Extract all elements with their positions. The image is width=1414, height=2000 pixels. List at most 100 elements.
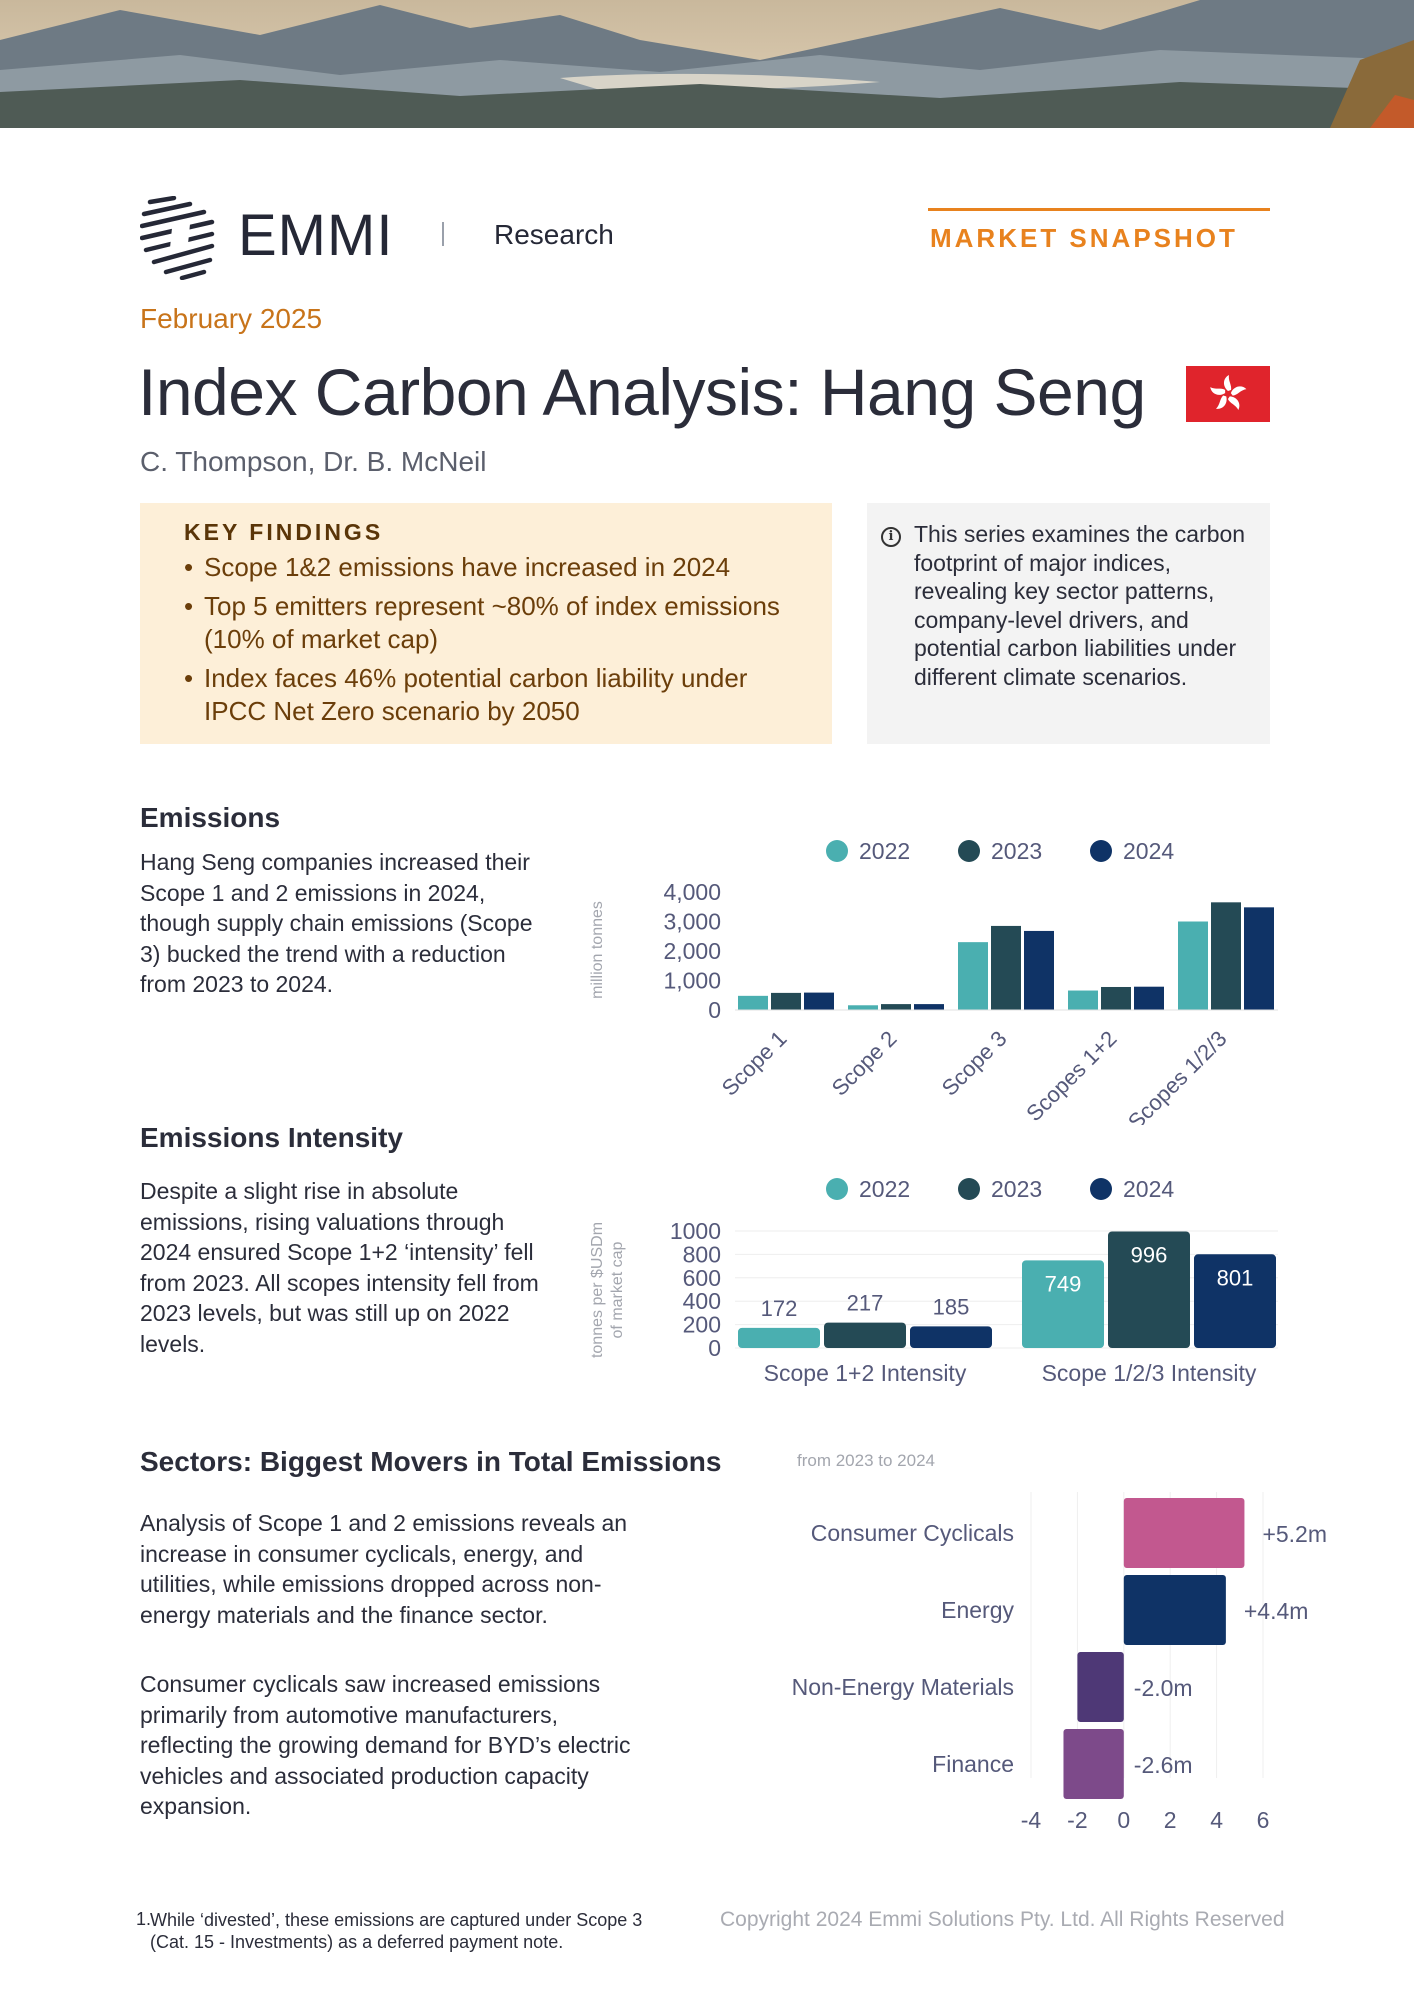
x-tick-label: 0 — [1117, 1807, 1130, 1833]
legend-label-2022: 2022 — [859, 838, 910, 864]
data-label: 172 — [761, 1296, 798, 1321]
section-label: Research — [494, 219, 614, 250]
key-finding-item: Top 5 emitters represent ~80% of index e… — [184, 590, 814, 656]
bar-scope123-intensity-2024 — [1194, 1254, 1276, 1348]
legend-swatch-2022 — [826, 1178, 848, 1200]
sectors-heading: Sectors: Biggest Movers in Total Emissio… — [140, 1446, 722, 1477]
y-tick-label: 600 — [683, 1265, 721, 1291]
info-icon: i — [881, 527, 901, 547]
data-label: +5.2m — [1262, 1521, 1327, 1547]
bar-consumer-cyclicals — [1123, 1498, 1245, 1568]
bar-scope-1-2024 — [804, 992, 834, 1010]
intensity-y-axis-label: tonnes per $USDm — [589, 1222, 606, 1358]
bar-scopes-1-2-2024 — [1134, 986, 1164, 1010]
data-label: 217 — [847, 1291, 884, 1316]
intensity-heading: Emissions Intensity — [140, 1122, 403, 1153]
bar-scopes-1-2-3-2022 — [1178, 921, 1208, 1010]
legend-label-2024: 2024 — [1123, 1176, 1174, 1202]
intensity-y-axis-label-line2: of market cap — [609, 1241, 626, 1338]
intensity-bar-chart: 2022 2023 2024 tonnes per $USDm of market c… — [589, 1176, 1278, 1386]
bar-scope-2-2022 — [848, 1005, 878, 1010]
emissions-heading: Emissions — [140, 802, 281, 833]
copyright-text: Copyright 2024 Emmi Solutions Pty. Ltd. … — [720, 1908, 1285, 1931]
data-label: 801 — [1217, 1265, 1254, 1290]
y-tick-label: 3,000 — [663, 909, 721, 935]
emissions-bar-chart: 2022 2023 2024 million tonnes 4,000 3,000 2,… — [589, 838, 1278, 1125]
x-tick-label: Scope 3 — [937, 1026, 1012, 1101]
badge-rule — [928, 208, 1270, 211]
bar-scopes-1-2-2023 — [1101, 986, 1131, 1010]
y-tick-label: 200 — [683, 1312, 721, 1338]
data-label: +4.4m — [1244, 1598, 1309, 1624]
x-tick-label: Scope 1 — [717, 1026, 792, 1101]
bar-scopes-1-2-2022 — [1068, 990, 1098, 1010]
data-label: 996 — [1131, 1242, 1168, 1267]
bar-finance — [1063, 1729, 1124, 1799]
key-findings-title: KEY FINDINGS — [184, 519, 384, 545]
y-tick-label: 1000 — [670, 1218, 721, 1244]
x-tick-label: Scope 1/2/3 Intensity — [1042, 1360, 1257, 1386]
y-tick-label: 0 — [708, 1335, 721, 1361]
bar-scope-3-2022 — [958, 942, 988, 1010]
bar-scope123-intensity-2022 — [1022, 1260, 1104, 1348]
data-label: -2.0m — [1134, 1675, 1193, 1701]
authors: C. Thompson, Dr. B. McNeil — [140, 446, 487, 477]
bar-scope-3-2023 — [991, 925, 1021, 1010]
y-category-label: Consumer Cyclicals — [811, 1520, 1014, 1546]
sector-chart-subtitle: from 2023 to 2024 — [797, 1451, 935, 1470]
footnote-text: While ‘divested’, these emissions are ca… — [150, 1910, 643, 1952]
footnote-number: 1. — [136, 1909, 152, 1929]
x-tick-label: 4 — [1210, 1807, 1223, 1833]
y-tick-label: 1,000 — [663, 968, 721, 994]
key-finding-item: Scope 1&2 emissions have increased in 20… — [184, 551, 814, 584]
sectors-body-2: Consumer cyclicals saw increased emissio… — [140, 1671, 631, 1819]
y-tick-label: 4,000 — [663, 879, 721, 905]
y-tick-label: 800 — [683, 1241, 721, 1267]
data-label: -2.6m — [1134, 1752, 1193, 1778]
x-tick-label: -4 — [1021, 1807, 1042, 1833]
bar-scopes-1-2-3-2024 — [1244, 907, 1274, 1010]
x-tick-label: Scopes 1+2 — [1021, 1026, 1121, 1125]
hero-landscape-image — [0, 0, 1414, 128]
key-findings-list: Scope 1&2 emissions have increased in 20… — [184, 551, 814, 734]
key-finding-item: Index faces 46% potential carbon liabili… — [184, 662, 814, 728]
legend-label-2022: 2022 — [859, 1176, 910, 1202]
y-category-label: Energy — [941, 1597, 1014, 1623]
bar-scope123-intensity-2023 — [1108, 1231, 1190, 1348]
key-findings-box: KEY FINDINGS Scope 1&2 emissions have in… — [140, 503, 832, 744]
bar-scope-3-2024 — [1024, 930, 1054, 1010]
bar-scope12-intensity-2022 — [738, 1327, 820, 1348]
hong-kong-flag-icon — [1186, 366, 1270, 422]
legend-swatch-2024 — [1090, 840, 1112, 862]
x-tick-label: Scopes 1/2/3 — [1123, 1026, 1231, 1125]
emmi-logo — [139, 195, 400, 281]
legend-swatch-2024 — [1090, 1178, 1112, 1200]
y-tick-label: 400 — [683, 1288, 721, 1314]
intensity-body: Despite a slight rise in absolute emissi… — [140, 1178, 539, 1357]
page-title: Index Carbon Analysis: Hang Seng — [138, 355, 1146, 429]
header-divider — [442, 222, 444, 246]
data-label: 185 — [933, 1294, 970, 1319]
bar-scope-2-2024 — [914, 1004, 944, 1010]
legend-label-2023: 2023 — [991, 1176, 1042, 1202]
bar-energy — [1123, 1575, 1226, 1645]
series-info-text: This series examines the carbon footprin… — [914, 521, 1246, 690]
x-tick-label: Scope 2 — [827, 1026, 902, 1101]
legend-swatch-2023 — [958, 1178, 980, 1200]
data-label: 749 — [1045, 1271, 1082, 1296]
bar-scope-2-2023 — [881, 1004, 911, 1010]
bar-non-energy-materials — [1077, 1652, 1124, 1722]
x-tick-label: 2 — [1164, 1807, 1177, 1833]
publication-date: February 2025 — [140, 303, 323, 334]
legend-label-2023: 2023 — [991, 838, 1042, 864]
legend-label-2024: 2024 — [1123, 838, 1174, 864]
brand-name: EMMI — [238, 203, 394, 268]
emissions-body: Hang Seng companies increased their Scop… — [140, 849, 533, 997]
bar-scope-1-2023 — [771, 992, 801, 1010]
bar-scope12-intensity-2024 — [910, 1326, 992, 1348]
y-category-label: Finance — [932, 1751, 1014, 1777]
y-category-label: Non-Energy Materials — [792, 1674, 1014, 1700]
bar-scope-1-2022 — [738, 995, 768, 1010]
x-tick-label: -2 — [1067, 1807, 1087, 1833]
x-tick-label: Scope 1+2 Intensity — [764, 1360, 967, 1386]
